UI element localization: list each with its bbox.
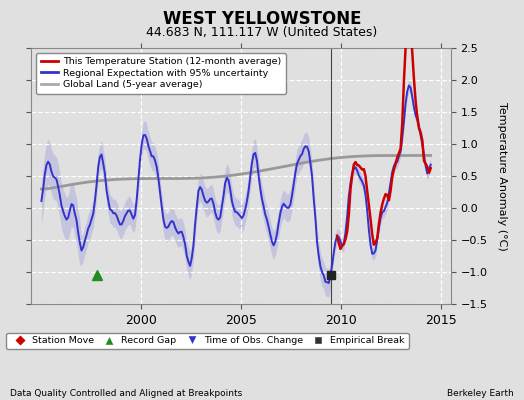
Text: Berkeley Earth: Berkeley Earth xyxy=(447,389,514,398)
Text: WEST YELLOWSTONE: WEST YELLOWSTONE xyxy=(163,10,361,28)
Y-axis label: Temperature Anomaly (°C): Temperature Anomaly (°C) xyxy=(497,102,507,250)
Text: 44.683 N, 111.117 W (United States): 44.683 N, 111.117 W (United States) xyxy=(146,26,378,39)
Legend: Station Move, Record Gap, Time of Obs. Change, Empirical Break: Station Move, Record Gap, Time of Obs. C… xyxy=(6,333,409,349)
Text: Data Quality Controlled and Aligned at Breakpoints: Data Quality Controlled and Aligned at B… xyxy=(10,389,243,398)
